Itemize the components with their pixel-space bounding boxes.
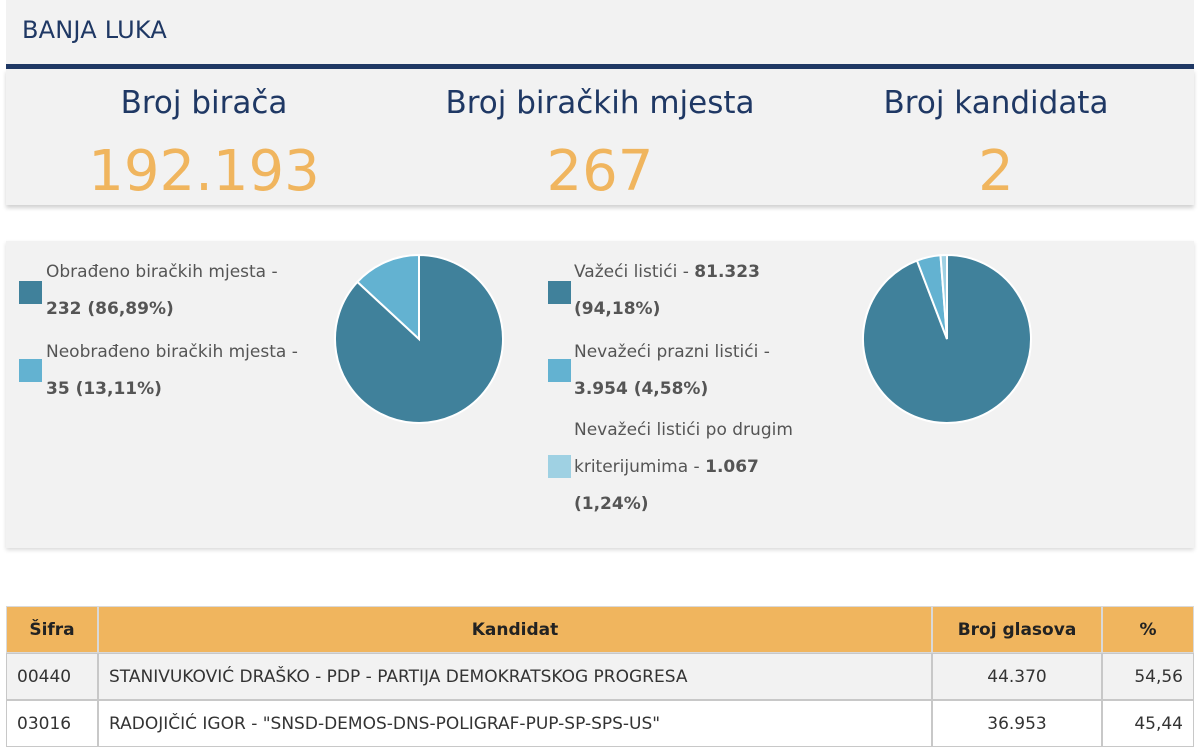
stat-label: Broj birača — [120, 85, 288, 121]
processing-pie-chart — [334, 253, 504, 424]
legend-pct: (94,18%) — [574, 299, 661, 319]
legend-label: kriterijumima - — [574, 457, 700, 477]
legend-label: Nevažeći prazni listići - — [574, 342, 770, 362]
legend-value: 232 (86,89%) — [46, 299, 174, 319]
candidate-percent: 54,56 — [1102, 653, 1194, 700]
header-divider — [6, 64, 1194, 69]
column-header-percent[interactable]: % — [1102, 606, 1194, 653]
charts-panel: Obrađeno biračkih mjesta - 232 (86,89%) … — [6, 241, 1194, 548]
column-header-votes[interactable]: Broj glasova — [932, 606, 1102, 653]
legend-pct: (1,24%) — [574, 494, 649, 514]
legend-value: 35 (13,11%) — [46, 379, 162, 399]
stat-value: 267 — [546, 139, 654, 204]
pie-slice[interactable] — [355, 253, 420, 342]
page-header: BANJA LUKA — [6, 0, 1194, 64]
candidate-votes: 36.953 — [932, 700, 1102, 747]
candidate-code: 00440 — [6, 653, 98, 700]
table-header-row: Šifra Kandidat Broj glasova % — [6, 606, 1194, 653]
candidate-name: RADOJIČIĆ IGOR - "SNSD-DEMOS-DNS-POLIGRA… — [98, 700, 932, 747]
legend-count: 3.954 (4,58%) — [574, 379, 709, 399]
legend-label: Važeći listići - — [574, 262, 689, 282]
ballots-pie-chart — [862, 253, 1032, 424]
pie-slice[interactable] — [939, 253, 948, 340]
legend-text: Nevažeći listići po drugim kriterijumima… — [574, 412, 834, 523]
table-row: 03016 RADOJIČIĆ IGOR - "SNSD-DEMOS-DNS-P… — [6, 700, 1194, 747]
legend-text: Neobrađeno biračkih mjesta - 35 (13,11%) — [46, 334, 326, 408]
legend-swatch — [548, 455, 571, 478]
legend-swatch — [548, 359, 571, 382]
column-header-code[interactable]: Šifra — [6, 606, 98, 653]
candidate-votes: 44.370 — [932, 653, 1102, 700]
legend-label: Nevažeći listići po drugim — [574, 420, 793, 440]
legend-text: Nevažeći prazni listići - 3.954 (4,58%) — [574, 334, 834, 408]
column-header-candidate[interactable]: Kandidat — [98, 606, 932, 653]
candidate-name: STANIVUKOVIĆ DRAŠKO - PDP - PARTIJA DEMO… — [98, 653, 932, 700]
table-row: 00440 STANIVUKOVIĆ DRAŠKO - PDP - PARTIJ… — [6, 653, 1194, 700]
stat-label: Broj biračkih mjesta — [445, 85, 755, 121]
legend-count: 1.067 — [705, 457, 759, 477]
page-title: BANJA LUKA — [22, 16, 168, 44]
legend-count: 81.323 — [694, 262, 760, 282]
stat-value: 2 — [978, 139, 1014, 204]
legend-swatch — [19, 359, 42, 382]
candidate-percent: 45,44 — [1102, 700, 1194, 747]
legend-swatch — [19, 281, 42, 304]
legend-text: Obrađeno biračkih mjesta - 232 (86,89%) — [46, 254, 326, 328]
legend-swatch — [548, 281, 571, 304]
stat-label: Broj kandidata — [883, 85, 1109, 121]
legend-label: Neobrađeno biračkih mjesta - — [46, 342, 298, 362]
stat-value: 192.193 — [88, 139, 320, 204]
stats-panel: Broj birača 192.193 Broj biračkih mjesta… — [6, 69, 1194, 205]
legend-label: Obrađeno biračkih mjesta - — [46, 262, 278, 282]
legend-text: Važeći listići - 81.323 (94,18%) — [574, 254, 834, 328]
candidate-code: 03016 — [6, 700, 98, 747]
